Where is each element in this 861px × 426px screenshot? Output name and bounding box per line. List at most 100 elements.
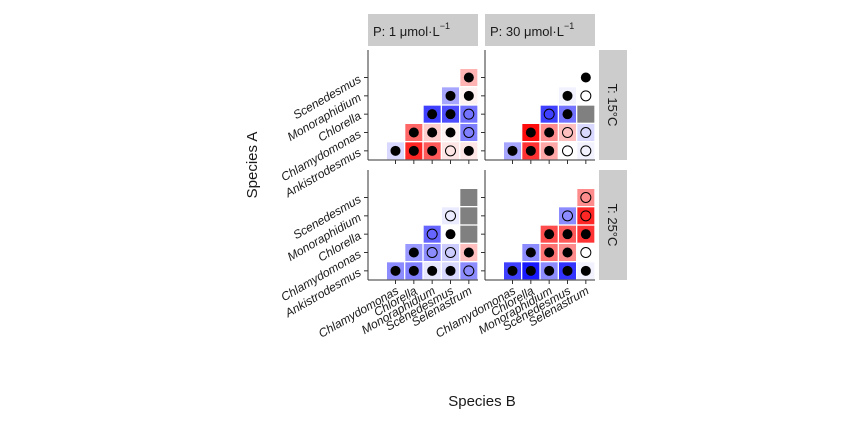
- row-strip-2: T: 25°C: [599, 170, 627, 280]
- filled-point: [390, 265, 401, 276]
- heat-cell: [577, 87, 595, 105]
- open-point: [463, 265, 475, 277]
- x-axis-title: Species B: [448, 393, 516, 410]
- filled-point: [544, 145, 555, 156]
- open-point: [426, 228, 438, 240]
- heat-cell: [442, 207, 459, 225]
- heat-cell: [460, 189, 478, 206]
- filled-point: [445, 109, 456, 120]
- filled-point: [463, 90, 474, 101]
- filled-point: [580, 265, 591, 276]
- panel-4: [481, 170, 595, 284]
- filled-point: [463, 247, 474, 258]
- strip-label-superscript: −1: [440, 21, 450, 31]
- strip-background: [368, 14, 478, 46]
- open-point: [562, 210, 573, 222]
- open-point: [580, 127, 592, 138]
- open-point: [580, 192, 592, 203]
- heat-cell: [559, 142, 576, 160]
- filled-point: [562, 109, 573, 120]
- heat-cell: [577, 244, 595, 261]
- panel-3: [364, 170, 478, 284]
- heat-cell: [577, 142, 595, 160]
- heat-cell: [577, 207, 595, 225]
- filled-point: [580, 229, 591, 240]
- panel-1: [364, 50, 478, 164]
- filled-point: [507, 145, 518, 156]
- filled-point: [445, 127, 456, 138]
- heat-cell: [540, 105, 558, 123]
- heat-cell: [442, 244, 459, 261]
- filled-point: [390, 145, 401, 156]
- filled-point: [544, 127, 555, 138]
- heat-cell: [460, 225, 478, 243]
- heat-cell: [577, 189, 595, 206]
- open-point: [445, 210, 456, 222]
- open-point: [463, 127, 475, 138]
- filled-point: [562, 247, 573, 258]
- heat-cell: [442, 142, 459, 160]
- heat-cell: [460, 105, 478, 123]
- strip-label-superscript: −1: [564, 21, 574, 31]
- panel-background: [485, 50, 595, 160]
- heat-cell: [423, 244, 441, 261]
- filled-point: [463, 145, 474, 156]
- open-point: [580, 90, 592, 102]
- open-point: [543, 108, 555, 120]
- filled-point: [544, 265, 555, 276]
- filled-point: [525, 265, 536, 276]
- panel-2: [481, 50, 595, 164]
- strip-background: [485, 14, 595, 46]
- y-axis-title: Species A: [244, 132, 261, 199]
- heat-cell: [423, 225, 441, 243]
- row-strip-1: T: 15°C: [599, 50, 627, 160]
- open-point: [445, 145, 456, 157]
- row-strip-label: T: 25°C: [605, 204, 620, 247]
- filled-point: [463, 72, 474, 83]
- heat-cell: [559, 124, 576, 141]
- open-point: [580, 145, 592, 157]
- filled-point: [525, 127, 536, 138]
- open-point: [580, 247, 592, 258]
- panel-background: [485, 170, 595, 280]
- panel-background: [368, 50, 478, 160]
- filled-point: [562, 229, 573, 240]
- filled-point: [562, 90, 573, 101]
- filled-point: [562, 265, 573, 276]
- column-strip-1: P: 1 μmol·L−1: [368, 14, 478, 46]
- open-point: [445, 247, 456, 258]
- open-point: [463, 108, 475, 120]
- heat-cell: [460, 207, 478, 225]
- heat-cell: [559, 207, 576, 225]
- filled-point: [525, 247, 536, 258]
- filled-point: [408, 265, 419, 276]
- column-strip-2: P: 30 μmol·L−1: [485, 14, 595, 46]
- column-strip-label: P: 1 μmol·L−1: [373, 21, 450, 39]
- filled-point: [544, 229, 555, 240]
- heat-cell: [577, 124, 595, 141]
- filled-point: [445, 90, 456, 101]
- heat-cell: [460, 124, 478, 141]
- heat-cell: [577, 105, 595, 123]
- filled-point: [544, 247, 555, 258]
- filled-point: [507, 265, 518, 276]
- filled-point: [408, 247, 419, 258]
- open-point: [580, 210, 592, 222]
- open-point: [562, 127, 573, 138]
- column-strip-label: P: 30 μmol·L−1: [490, 21, 574, 39]
- strip-label-main: P: 1 μmol·L: [373, 24, 440, 39]
- filled-point: [427, 145, 438, 156]
- filled-point: [408, 145, 419, 156]
- open-point: [426, 247, 438, 258]
- open-point: [562, 145, 573, 157]
- filled-point: [427, 127, 438, 138]
- filled-point: [445, 265, 456, 276]
- heat-cell: [460, 262, 478, 280]
- row-strip-label: T: 15°C: [605, 84, 620, 127]
- strip-background: [599, 170, 627, 280]
- strip-label-main: P: 30 μmol·L: [490, 24, 564, 39]
- strip-background: [599, 50, 627, 160]
- panel-background: [368, 170, 478, 280]
